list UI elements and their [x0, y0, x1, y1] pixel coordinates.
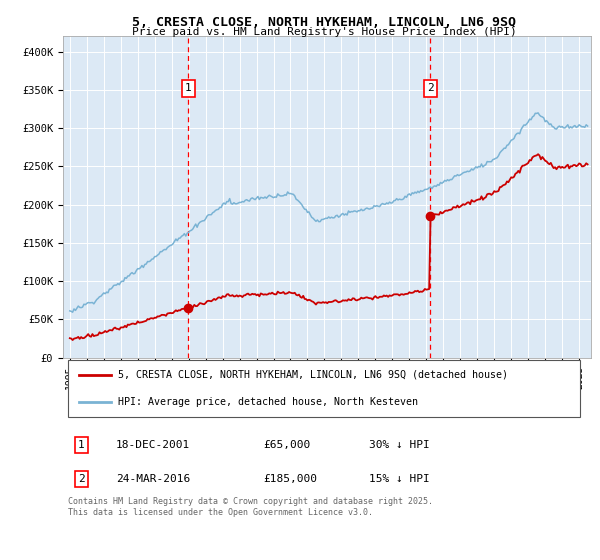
Text: HPI: Average price, detached house, North Kesteven: HPI: Average price, detached house, Nort…: [118, 397, 418, 407]
Text: 2: 2: [427, 83, 434, 94]
Text: 1: 1: [78, 440, 85, 450]
Text: 24-MAR-2016: 24-MAR-2016: [116, 474, 190, 484]
Text: 5, CRESTA CLOSE, NORTH HYKEHAM, LINCOLN, LN6 9SQ: 5, CRESTA CLOSE, NORTH HYKEHAM, LINCOLN,…: [132, 16, 516, 29]
Text: 15% ↓ HPI: 15% ↓ HPI: [369, 474, 430, 484]
FancyBboxPatch shape: [68, 360, 580, 417]
Text: £65,000: £65,000: [263, 440, 311, 450]
Text: 18-DEC-2001: 18-DEC-2001: [116, 440, 190, 450]
Text: Price paid vs. HM Land Registry's House Price Index (HPI): Price paid vs. HM Land Registry's House …: [131, 27, 517, 37]
Text: £185,000: £185,000: [263, 474, 317, 484]
Text: 30% ↓ HPI: 30% ↓ HPI: [369, 440, 430, 450]
Text: 5, CRESTA CLOSE, NORTH HYKEHAM, LINCOLN, LN6 9SQ (detached house): 5, CRESTA CLOSE, NORTH HYKEHAM, LINCOLN,…: [118, 370, 508, 380]
Text: 2: 2: [78, 474, 85, 484]
Text: Contains HM Land Registry data © Crown copyright and database right 2025.
This d: Contains HM Land Registry data © Crown c…: [68, 497, 433, 516]
Text: 1: 1: [185, 83, 191, 94]
